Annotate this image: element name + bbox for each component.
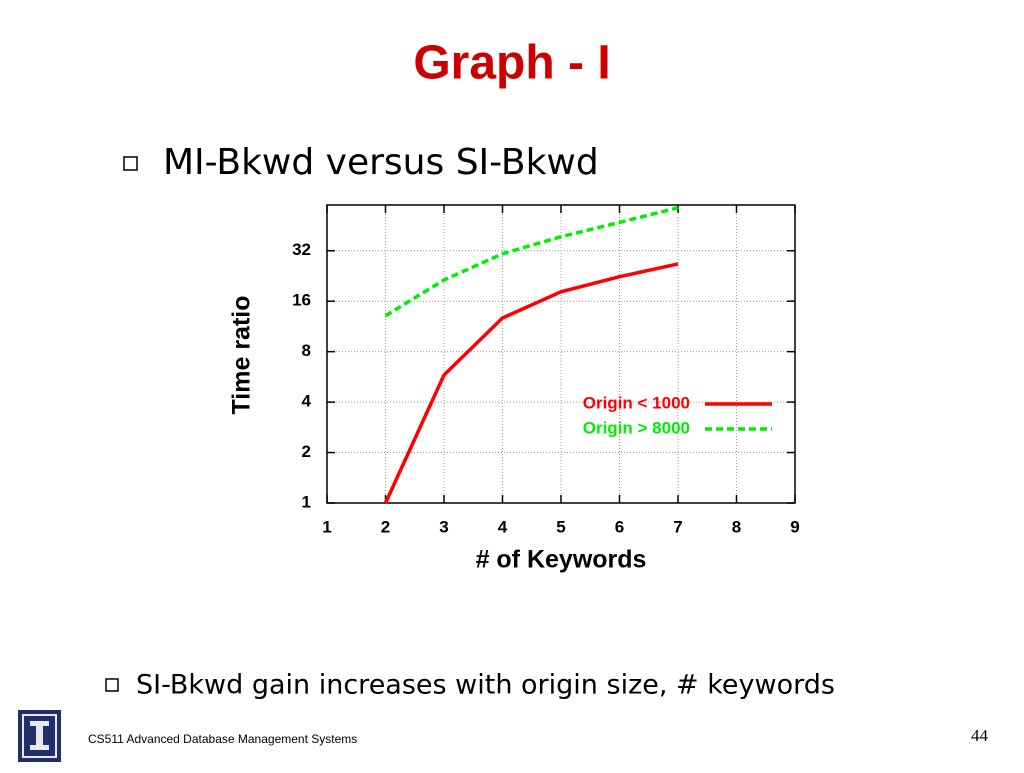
line (384, 206, 679, 318)
x-tick-label: 8 (732, 517, 741, 536)
bullet-icon (123, 156, 138, 171)
x-tick-label: 6 (615, 517, 624, 536)
x-tick-label: 2 (381, 517, 390, 536)
footer: CS511 Advanced Database Management Syste… (88, 732, 357, 746)
bullet: MI-Bkwd versus SI-Bkwd (163, 142, 599, 183)
chart: 1 2 3 4 5 6 7 8 9 1 2 4 8 16 32 # of Keywords Time ratio… (228, 204, 800, 574)
y-tick-label: 32 (292, 240, 311, 259)
x-tick-label: 3 (439, 517, 448, 536)
y-tick-label: 4 (302, 392, 312, 411)
logo-mark (30, 721, 49, 750)
x-tick-label: 1 (322, 517, 331, 536)
x-tick-label: 7 (673, 517, 682, 536)
legend-label: Origin < 1000 (583, 393, 690, 412)
y-axis-label: Time ratio (228, 295, 256, 414)
bullet-icon (105, 678, 119, 692)
y-tick-label: 1 (302, 492, 311, 511)
legend-label: Origin > 8000 (583, 418, 690, 437)
page-number: 44 (971, 726, 989, 745)
line (383, 262, 679, 504)
y-tick-label: 2 (302, 442, 311, 461)
plot-frame (326, 204, 796, 504)
bullet: SI-Bkwd gain increases with origin size,… (136, 670, 835, 701)
x-tick-label: 5 (556, 517, 565, 536)
x-tick-label: 9 (790, 517, 799, 536)
logo-frame (22, 714, 57, 758)
y-tick-label: 16 (292, 291, 311, 310)
x-axis-label: # of Keywords (476, 546, 647, 574)
slide-title: Graph - I (413, 37, 610, 90)
x-tick-label: 4 (498, 517, 508, 536)
y-tick-label: 8 (302, 341, 311, 360)
